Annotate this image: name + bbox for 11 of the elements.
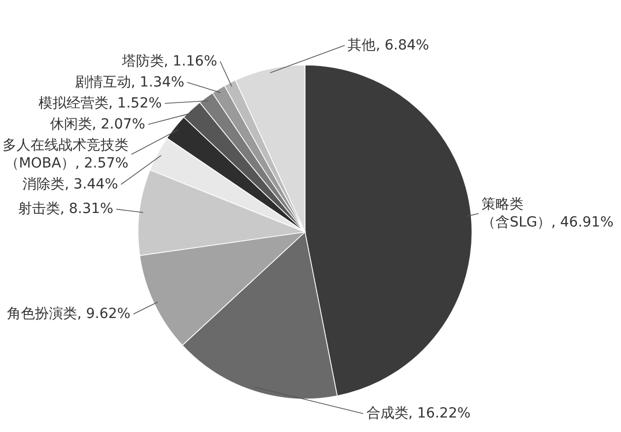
slice-label: 角色扮演类, 9.62% — [7, 306, 130, 322]
slice-label: 射击类, 8.31% — [18, 201, 114, 218]
slice-label: 剧情互动, 1.34% — [74, 74, 184, 90]
slice-label: 策略类（含SLG）, 46.91% — [482, 196, 614, 230]
slice-label: 其他, 6.84% — [348, 37, 430, 54]
slice-label: 休闲类, 2.07% — [50, 116, 146, 132]
slice-label: 塔防类, 1.16% — [120, 53, 218, 70]
slice-label: 多人在线战术竞技类（MOBA）, 2.57% — [2, 137, 128, 172]
slice-label: 消除类, 3.44% — [22, 176, 118, 192]
slice-label: 模拟经营类, 1.52% — [38, 95, 162, 112]
slice-label: 合成类, 16.22% — [366, 405, 471, 422]
